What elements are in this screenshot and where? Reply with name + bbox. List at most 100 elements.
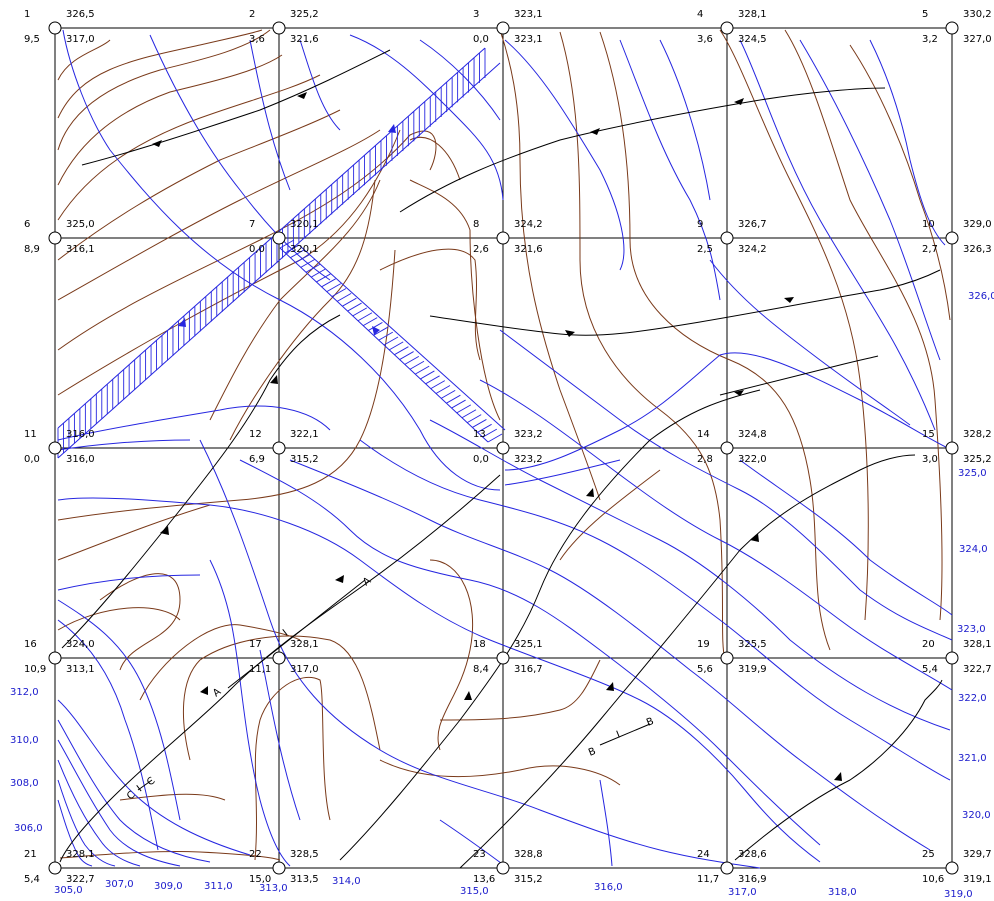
node-existing-elev: 326,7 [738, 219, 767, 230]
hatch-line [466, 414, 482, 423]
contour-label-left: 312,0 [10, 687, 39, 698]
contour-label-right: 326,0 [968, 291, 994, 302]
contour-label-bottom: 314,0 [332, 876, 361, 887]
flow-arrows [152, 92, 842, 781]
node-cut-fill: 10,9 [24, 664, 46, 675]
hatch-line [404, 356, 420, 365]
arrow-icon [734, 390, 744, 396]
hatch-line [451, 399, 466, 409]
node-marker [720, 651, 734, 665]
node-number: 15 [922, 429, 935, 440]
hatch-line [430, 380, 446, 390]
node-cut-fill: 2,8 [697, 454, 713, 465]
node-existing-elev: 324,8 [738, 429, 767, 440]
contour-label-right: 325,0 [958, 468, 987, 479]
grid-node: 6 325,0 8,9 316,1 [24, 219, 95, 255]
hatch-line [336, 292, 352, 302]
node-cut-fill: 2,5 [697, 244, 713, 255]
hatch-line [352, 307, 368, 317]
node-marker [496, 441, 510, 455]
hatch-line [295, 254, 310, 263]
hatch-line [440, 389, 456, 399]
contour-label-right: 320,0 [962, 810, 991, 821]
arrow-icon [152, 140, 162, 147]
node-existing-elev: 328,8 [514, 849, 543, 860]
node-design-elev: 316,9 [738, 874, 767, 885]
hatch-line [279, 239, 295, 249]
node-cut-fill: 15,0 [249, 874, 271, 885]
grid-node: 23 328,8 13,6 315,2 [473, 849, 543, 885]
node-marker [720, 231, 734, 245]
arrow-icon [178, 318, 186, 327]
node-marker [48, 231, 62, 245]
node-design-elev: 326,3 [963, 244, 992, 255]
node-design-elev: 315,2 [290, 454, 319, 465]
node-marker [720, 441, 734, 455]
grid-node: 20 328,1 5,4 322,7 [922, 639, 992, 675]
hatch-line [482, 428, 498, 438]
node-marker [496, 861, 510, 875]
hatch-line [425, 375, 440, 385]
node-existing-elev: 323,2 [514, 429, 543, 440]
node-cut-fill: 0,0 [473, 454, 489, 465]
node-existing-elev: 325,1 [514, 639, 543, 650]
hatch-line [456, 404, 472, 414]
hatch-line [326, 283, 342, 293]
node-marker [272, 21, 286, 35]
hatch-line [399, 351, 414, 360]
hatch-line [409, 360, 425, 370]
contour-label-left: 310,0 [10, 735, 39, 746]
grid-node: 2 325,2 3,6 321,6 [249, 9, 319, 45]
hatch-line [420, 370, 435, 380]
section-label-c-left: C [125, 789, 137, 802]
arrow-icon [590, 128, 600, 135]
grid-node: 10 329,0 2,7 326,3 [922, 219, 992, 255]
arrow-icon [606, 682, 614, 691]
contour-label-bottom: 316,0 [594, 882, 623, 893]
hatch-strip-1 [57, 48, 486, 458]
node-design-elev: 319,9 [738, 664, 767, 675]
grid-node: 3 323,1 0,0 323,1 [473, 9, 543, 45]
arrow-icon [270, 375, 278, 384]
node-cut-fill: 0,0 [473, 34, 489, 45]
arrow-icon [388, 124, 396, 133]
hatch-line [378, 331, 394, 341]
node-marker [945, 441, 959, 455]
node-design-elev: 316,1 [66, 244, 95, 255]
node-existing-elev: 329,0 [963, 219, 992, 230]
section-label-c-right: C [145, 775, 157, 788]
arrow-icon [335, 575, 344, 583]
arrow-icon [586, 488, 594, 497]
hatch-line [373, 326, 388, 336]
node-number: 16 [24, 639, 37, 650]
node-marker [945, 651, 959, 665]
arrow-icon [734, 98, 744, 105]
arrow-icon [372, 326, 380, 335]
node-existing-elev: 328,6 [738, 849, 767, 860]
grid-node: 19 325,5 5,6 319,9 [697, 639, 767, 675]
hatch-line [284, 244, 300, 254]
node-design-elev: 313,1 [66, 664, 95, 675]
hatch-line [394, 346, 409, 356]
hatch-strip-2 [279, 239, 503, 443]
node-cut-fill: 3,0 [922, 454, 938, 465]
existing-contours [57, 29, 951, 861]
grid-node: 8 324,2 2,6 321,6 [473, 219, 543, 255]
node-number: 13 [473, 429, 486, 440]
contour-label-bottom: 313,0 [259, 883, 288, 894]
node-marker [48, 651, 62, 665]
contour-label-right: 324,0 [959, 544, 988, 555]
grid-node: 13 323,2 0,0 323,2 [473, 429, 543, 465]
grid-node: 24 328,6 11,7 316,9 [697, 849, 767, 885]
hatch-line [331, 288, 347, 297]
section-label-a-left: A [211, 686, 223, 699]
design-contours [57, 29, 953, 869]
node-number: 2 [249, 9, 255, 20]
node-marker [48, 861, 62, 875]
node-cut-fill: 9,5 [24, 34, 40, 45]
hatch-line [347, 302, 362, 312]
node-cut-fill: 0,0 [249, 244, 265, 255]
node-existing-elev: 322,1 [290, 429, 319, 440]
node-number: 23 [473, 849, 486, 860]
node-number: 6 [24, 219, 30, 230]
